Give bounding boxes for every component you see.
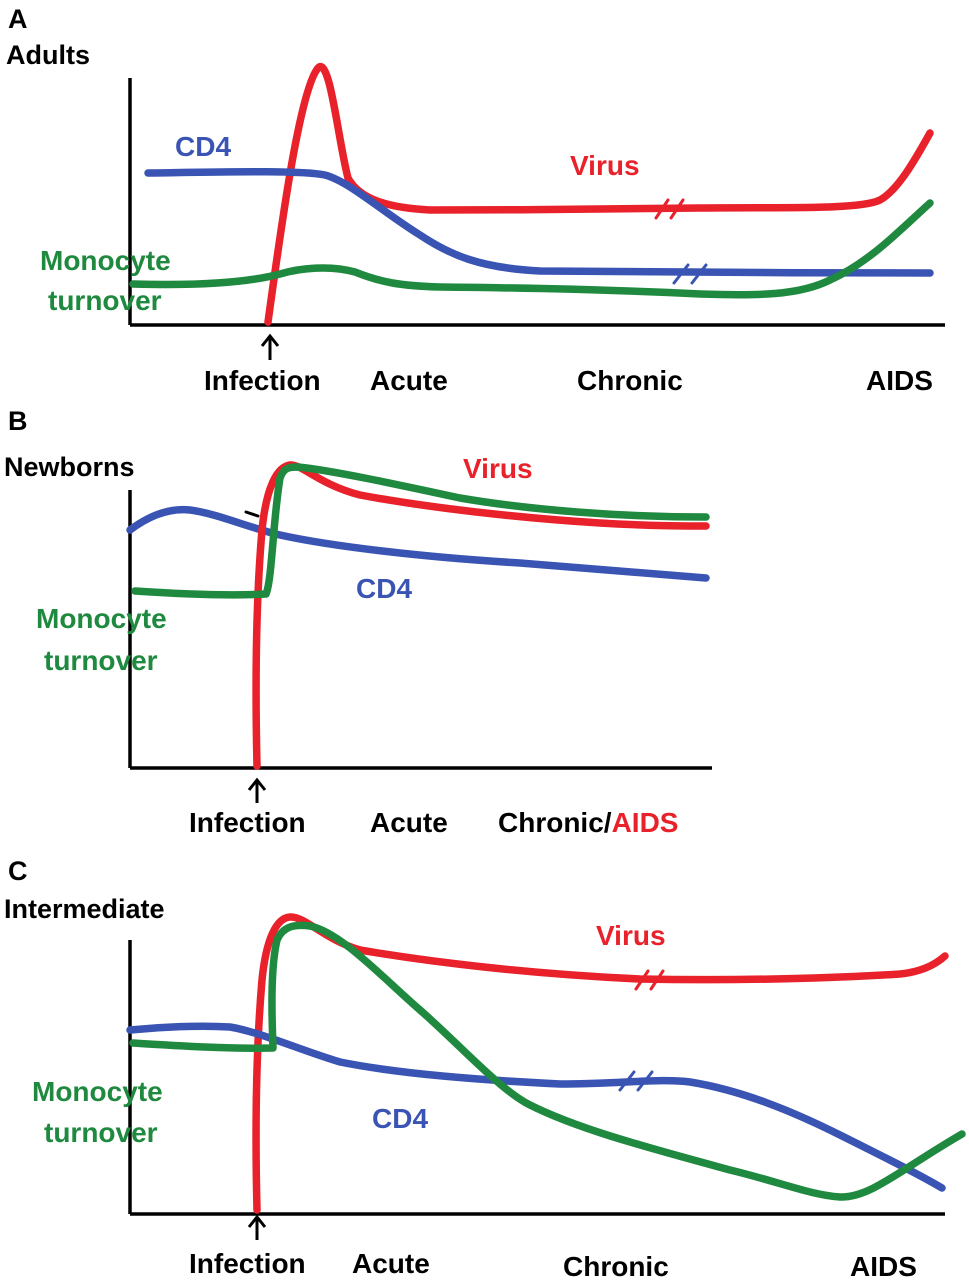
panel-b-cd4-label: CD4 bbox=[356, 573, 412, 604]
panel-b-stage-chronic: Chronic/ bbox=[498, 807, 612, 838]
panel-a-cd4-curve bbox=[144, 168, 934, 277]
panel-c-letter: C bbox=[8, 856, 28, 886]
panel-a-stage-infection: Infection bbox=[204, 365, 321, 396]
panel-a-stage-aids: AIDS bbox=[866, 365, 933, 396]
panel-a-title: Adults bbox=[6, 40, 90, 70]
panel-a-monocyte-curve bbox=[129, 199, 934, 299]
panel-b-stage-infection: Infection bbox=[189, 807, 306, 838]
panel-a-stage-chronic: Chronic bbox=[577, 365, 683, 396]
panel-b-cd4-curve bbox=[126, 505, 710, 582]
panel-c-axes bbox=[128, 940, 945, 1216]
panel-b-virus-curve bbox=[252, 461, 710, 770]
panel-a-virus-label: Virus bbox=[570, 150, 640, 181]
panel-c-cd4-curve bbox=[126, 1022, 946, 1192]
panel-c-infection-arrow-icon bbox=[247, 1214, 267, 1240]
panel-c-monocyte-label-line2: turnover bbox=[44, 1117, 158, 1148]
panel-b: B Newborns Virus CD4 Monocyte turnover I… bbox=[4, 406, 712, 838]
panel-c-title: Intermediate bbox=[4, 894, 165, 924]
panel-b-infection-arrow-icon bbox=[247, 777, 267, 803]
panel-a-virus-curve bbox=[264, 62, 934, 326]
panel-b-stage-chronic-aids: Chronic/AIDS bbox=[498, 807, 678, 838]
panel-b-monocyte-label-line1: Monocyte bbox=[36, 603, 167, 634]
panel-a-cd4-label: CD4 bbox=[175, 131, 231, 162]
panel-c: C Intermediate Virus CD4 Monocyte turnov… bbox=[4, 856, 966, 1282]
panel-c-stage-chronic: Chronic bbox=[563, 1251, 669, 1282]
panel-b-tick-mark bbox=[244, 510, 260, 518]
panel-c-virus-curve bbox=[252, 913, 949, 1214]
panel-c-monocyte-label-line1: Monocyte bbox=[32, 1076, 163, 1107]
panel-b-letter: B bbox=[8, 406, 28, 436]
panel-b-monocyte-label-line2: turnover bbox=[44, 645, 158, 676]
panel-c-cd4-break-icon bbox=[618, 1070, 654, 1092]
panel-b-axes bbox=[128, 490, 712, 770]
panel-a-cd4-break-icon bbox=[672, 263, 708, 285]
panel-a-monocyte-label-line1: Monocyte bbox=[40, 245, 171, 276]
panel-c-stage-acute: Acute bbox=[352, 1248, 430, 1279]
panel-c-monocyte-curve bbox=[129, 921, 966, 1201]
panel-c-cd4-label: CD4 bbox=[372, 1103, 428, 1134]
panel-a-virus-break-icon bbox=[654, 198, 685, 220]
panel-b-stage-aids: AIDS bbox=[612, 807, 679, 838]
panel-a-letter: A bbox=[8, 4, 28, 34]
panel-b-title: Newborns bbox=[4, 452, 135, 482]
panel-c-virus-break-icon bbox=[634, 969, 665, 991]
panel-b-virus-label: Virus bbox=[463, 453, 533, 484]
panel-a-monocyte-label-line2: turnover bbox=[48, 285, 162, 316]
panel-a-infection-arrow-icon bbox=[260, 333, 280, 360]
panel-b-stage-acute: Acute bbox=[370, 807, 448, 838]
panel-c-virus-label: Virus bbox=[596, 920, 666, 951]
panel-a-stage-acute: Acute bbox=[370, 365, 448, 396]
panel-c-stage-infection: Infection bbox=[189, 1248, 306, 1279]
panel-c-stage-aids: AIDS bbox=[850, 1251, 917, 1282]
panel-a: A Adults Virus CD4 Monocyte turnover Inf… bbox=[6, 4, 945, 396]
panel-b-monocyte-curve bbox=[131, 463, 710, 599]
